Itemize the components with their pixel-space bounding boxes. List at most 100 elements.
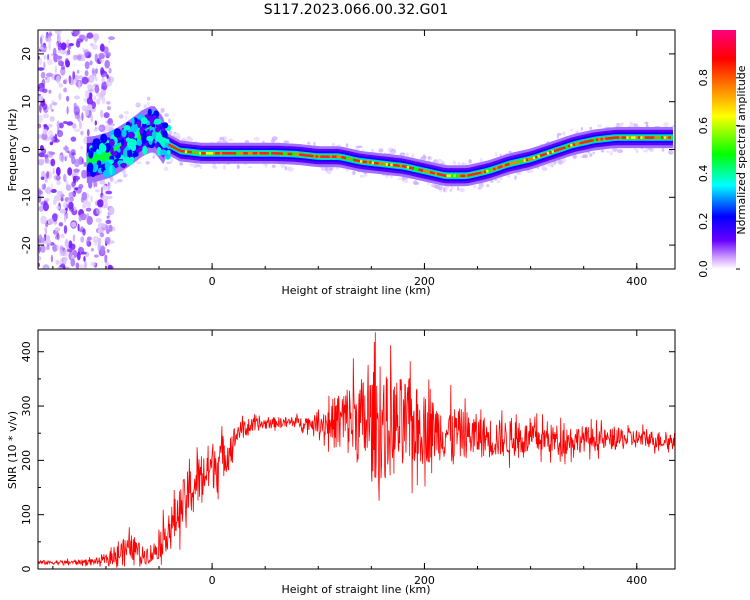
core-cell: [175, 147, 179, 151]
halo-speck: [248, 166, 252, 169]
core-cell: [245, 152, 249, 155]
core-cell: [581, 141, 585, 144]
halo-speck: [663, 122, 669, 128]
halo-speck: [109, 176, 114, 182]
halo-speck: [427, 182, 430, 186]
core-cell: [553, 149, 557, 153]
core-cell: [224, 152, 228, 155]
noise-speck: [82, 203, 87, 209]
noise-speck: [81, 191, 88, 201]
blob-speck: [166, 149, 171, 155]
noise-speck: [65, 59, 70, 68]
noise-speck: [38, 95, 44, 102]
core-cell: [362, 160, 365, 164]
core-cell: [458, 174, 461, 178]
halo-speck: [109, 123, 116, 127]
noise-speck: [41, 192, 44, 199]
core-cell: [462, 174, 466, 178]
core-cell: [243, 152, 246, 155]
halo-speck: [328, 168, 334, 171]
halo-speck: [152, 155, 155, 159]
blob-speck: [159, 149, 168, 156]
noise-speck: [46, 245, 50, 251]
core-cell: [168, 143, 171, 147]
core-cell: [198, 151, 202, 155]
core-cell: [537, 155, 541, 158]
halo-speck: [434, 184, 440, 189]
halo-speck: [405, 152, 409, 158]
core-cell: [346, 157, 349, 160]
ridge-blobs: [87, 108, 172, 178]
core-cell: [261, 152, 265, 155]
noise-speck: [94, 120, 98, 126]
core-cell: [572, 143, 576, 146]
core-cell: [549, 151, 552, 154]
core-cell: [416, 168, 419, 171]
noise-speck: [64, 215, 67, 223]
core-cell: [411, 167, 414, 170]
core-cell: [229, 152, 232, 155]
core-cell: [579, 141, 583, 145]
blob-speck: [147, 108, 152, 116]
core-cell: [280, 152, 284, 155]
core-cell: [292, 152, 295, 156]
noise-speck: [71, 152, 76, 156]
colorbar-gradient: [712, 30, 736, 269]
spectrogram-xlabel: Height of straight line (km): [281, 284, 430, 297]
noise-speck: [57, 46, 63, 51]
noise-speck: [86, 216, 93, 225]
y-tick-label: 200: [20, 450, 33, 471]
core-cell: [353, 158, 356, 162]
noise-speck: [81, 158, 84, 165]
noise-speck: [43, 61, 46, 70]
core-cell: [231, 152, 235, 155]
halo-speck: [668, 149, 674, 155]
core-cell: [177, 148, 181, 152]
blob-speck: [121, 138, 125, 147]
halo-speck: [413, 180, 418, 185]
halo-speck: [556, 134, 559, 139]
noise-speck: [95, 76, 98, 82]
noise-speck: [95, 189, 100, 193]
noise-speck: [74, 187, 79, 191]
noise-speck: [69, 77, 74, 86]
core-cell: [439, 173, 442, 176]
core-cell: [322, 155, 326, 158]
core-cell: [388, 163, 391, 166]
core-cell: [303, 153, 307, 157]
noise-speck: [97, 237, 102, 245]
blob-speck: [159, 137, 167, 142]
core-cell: [271, 152, 274, 155]
core-cell: [350, 158, 354, 161]
blob-speck: [117, 148, 121, 153]
core-cell: [201, 152, 204, 155]
blob-speck: [120, 163, 127, 168]
noise-speck: [39, 145, 44, 151]
noise-speck: [90, 195, 93, 203]
noise-speck: [100, 186, 103, 195]
noise-speck: [56, 190, 64, 196]
core-cell: [434, 172, 438, 175]
halo-speck: [93, 128, 99, 132]
noise-speck: [38, 152, 45, 158]
core-cell: [570, 144, 573, 147]
noise-speck: [38, 57, 43, 66]
halo-speck: [490, 180, 494, 183]
halo-speck: [412, 152, 415, 157]
halo-speck: [589, 126, 593, 130]
core-cell: [222, 152, 225, 155]
core-cell: [507, 162, 510, 166]
noise-speck: [45, 76, 48, 80]
core-cell: [516, 160, 520, 164]
halo-speck: [397, 177, 402, 180]
y-tick-label: 0: [20, 146, 33, 153]
noise-speck: [49, 103, 53, 110]
core-cell: [595, 138, 599, 141]
core-cell: [563, 146, 566, 149]
halo-speck: [472, 185, 477, 189]
core-cell: [360, 160, 363, 163]
core-cell: [409, 166, 412, 170]
halo-speck: [620, 122, 624, 126]
noise-speck: [85, 107, 89, 117]
